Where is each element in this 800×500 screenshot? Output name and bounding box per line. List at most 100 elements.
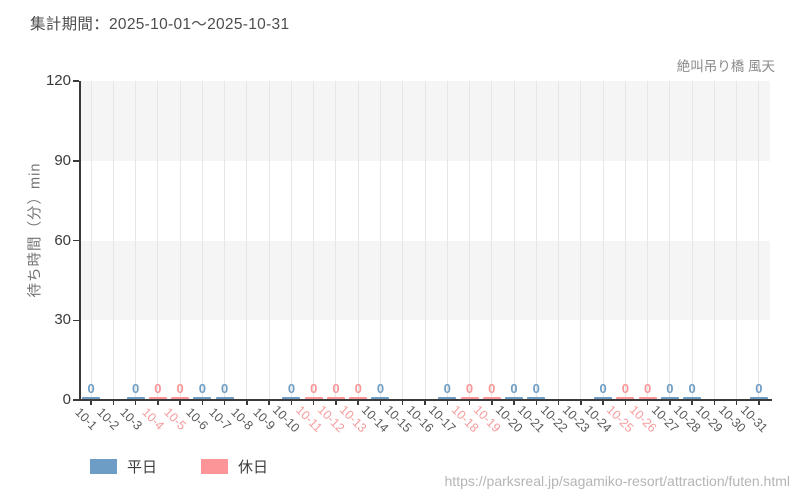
x-tick-mark xyxy=(535,401,538,405)
gridline xyxy=(446,81,448,400)
bar-value-label: 0 xyxy=(599,381,607,396)
y-tick-mark xyxy=(73,399,79,401)
x-tick-label: 10-5 xyxy=(161,405,190,433)
x-tick-mark xyxy=(157,401,159,405)
x-tick-mark xyxy=(735,401,738,405)
bar-10-14 xyxy=(371,396,390,400)
gridline xyxy=(313,81,315,400)
bar-value-label: 0 xyxy=(354,381,362,396)
x-tick-label: 10-3 xyxy=(116,405,145,433)
bar-value-label: 0 xyxy=(755,381,763,396)
gridline xyxy=(758,81,760,400)
x-tick-mark xyxy=(424,401,426,405)
x-tick-mark xyxy=(179,401,181,405)
y-tick-label: 60 xyxy=(54,231,71,249)
bar-value-label: 0 xyxy=(443,381,451,396)
page-title: 集計期間：2025-10-01～2025-10-31 xyxy=(30,16,290,33)
gridline xyxy=(602,81,604,400)
gridline xyxy=(491,81,493,400)
gridline xyxy=(513,81,515,400)
bar-value-label: 0 xyxy=(310,381,318,396)
gridline xyxy=(647,81,649,400)
bar-value-label: 0 xyxy=(643,381,652,396)
x-tick-mark xyxy=(312,401,315,405)
gridline xyxy=(290,81,292,400)
gridline xyxy=(224,81,226,400)
x-tick-mark xyxy=(758,401,760,405)
bar-10-26 xyxy=(638,396,657,400)
gridline xyxy=(112,81,114,400)
legend-swatch-weekday xyxy=(90,459,117,474)
gridline xyxy=(402,81,404,400)
attraction-name-label: 絶叫吊り橋 風天 xyxy=(676,59,775,74)
x-tick-mark xyxy=(290,401,293,405)
gridline xyxy=(357,81,359,400)
x-tick-mark xyxy=(223,401,226,405)
x-tick-mark xyxy=(669,401,671,405)
legend: 平日 休日 xyxy=(90,456,268,477)
gridline xyxy=(201,81,203,400)
y-tick-mark xyxy=(73,239,79,242)
gridline xyxy=(580,81,582,400)
bar-10-17 xyxy=(438,396,457,400)
bar-value-label: 0 xyxy=(176,381,184,396)
bar-value-label: 0 xyxy=(221,381,229,396)
bar-value-label: 0 xyxy=(287,381,296,396)
x-tick-label: 10-7 xyxy=(205,405,234,433)
x-tick-label: 10-8 xyxy=(228,405,256,433)
bar-value-label: 0 xyxy=(688,381,696,396)
x-tick-mark xyxy=(468,401,471,405)
gridline xyxy=(157,81,159,400)
bar-value-label: 0 xyxy=(510,381,518,396)
bar-10-27 xyxy=(660,396,679,400)
bar-10-28 xyxy=(683,396,702,400)
x-tick-mark xyxy=(624,401,627,405)
x-tick-mark xyxy=(491,401,493,405)
x-tick-mark xyxy=(201,401,204,405)
gridline xyxy=(736,81,738,400)
gridline xyxy=(335,81,337,400)
x-tick-mark xyxy=(646,401,649,405)
bar-value-label: 0 xyxy=(532,381,540,396)
bar-value-label: 0 xyxy=(465,381,474,396)
x-tick-mark xyxy=(513,401,515,405)
bar-10-10 xyxy=(282,396,301,400)
gridline xyxy=(558,81,560,400)
bar-value-label: 0 xyxy=(198,381,207,396)
x-tick-mark xyxy=(557,401,560,405)
bar-value-label: 0 xyxy=(621,381,629,396)
bar-10-5 xyxy=(171,396,190,400)
x-tick-mark xyxy=(112,401,115,405)
gridline xyxy=(469,81,471,400)
gridline xyxy=(179,81,181,400)
y-axis-title: 待ち時間（分）min xyxy=(27,162,44,298)
bar-10-18 xyxy=(460,396,479,400)
x-tick-mark xyxy=(134,401,137,405)
x-tick-mark xyxy=(268,401,270,405)
source-url: https://parksreal.jp/sagamiko-resort/att… xyxy=(444,473,790,489)
bar-10-25 xyxy=(616,396,635,400)
x-tick-mark xyxy=(246,401,248,405)
legend-label-holiday: 休日 xyxy=(238,459,269,476)
y-tick-mark xyxy=(73,80,79,82)
gridline xyxy=(713,81,715,400)
y-tick-mark xyxy=(73,160,79,162)
gridline xyxy=(624,81,626,400)
gridline xyxy=(691,81,693,400)
y-tick-label: 30 xyxy=(54,311,71,329)
gridline xyxy=(268,81,270,400)
bar-10-11 xyxy=(304,396,323,400)
bar-value-label: 0 xyxy=(666,381,674,396)
y-tick-mark xyxy=(73,319,79,321)
bar-10-21 xyxy=(527,396,546,400)
x-tick-label: 10-6 xyxy=(183,405,212,433)
x-tick-mark xyxy=(357,401,359,405)
bar-value-label: 0 xyxy=(376,381,385,396)
x-tick-mark xyxy=(691,401,693,405)
bar-10-6 xyxy=(193,396,212,400)
bar-value-label: 0 xyxy=(87,381,95,396)
x-tick-label: 10-4 xyxy=(139,405,167,433)
x-tick-mark xyxy=(401,401,404,405)
